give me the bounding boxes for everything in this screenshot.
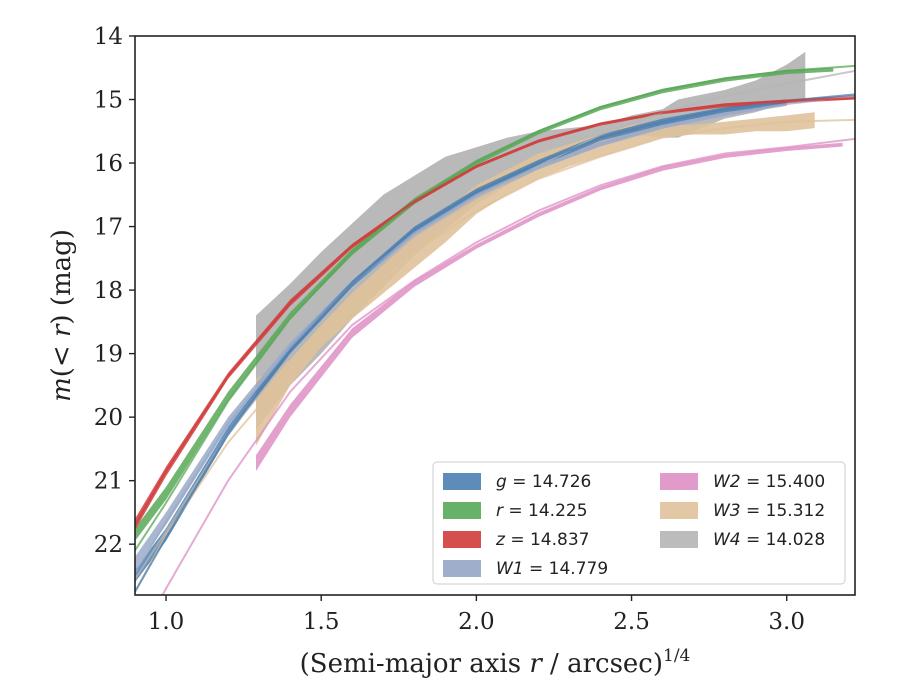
axis-ticks: 1.0 1.5 2.0 2.5 3.0 14 15 16 17 18 19 20 21 22 [94, 24, 805, 635]
y-tick-label: 18 [94, 278, 123, 304]
fit-lines [135, 64, 855, 595]
legend-swatch-w3 [660, 502, 698, 519]
legend-swatch-w2 [660, 473, 698, 490]
band-w3 [256, 112, 815, 446]
legend-swatch-w1 [443, 560, 481, 577]
x-axis-label-open: (Semi-major axis [300, 649, 530, 679]
legend-swatch-r [443, 502, 481, 519]
x-axis-label-exponent: 1/4 [663, 646, 690, 666]
y-tick-label: 15 [94, 88, 123, 114]
fit-line-w1 [135, 95, 855, 574]
y-axis-label-inner: (< [47, 337, 77, 377]
fit-line-w3 [135, 118, 855, 593]
x-axis-label-rest: / arcsec) [542, 649, 663, 679]
y-tick-label: 22 [94, 532, 123, 558]
y-tick-label: 19 [94, 342, 123, 368]
x-tick-label: 2.5 [613, 609, 650, 635]
legend-label-z: z = 14.837 [495, 530, 589, 550]
y-axis-label: m(< r) (mag) [47, 229, 77, 402]
fit-line-z [135, 97, 855, 526]
y-tick-label: 16 [94, 151, 123, 177]
legend-label-r: r = 14.225 [496, 501, 588, 521]
plot-frame [134, 35, 856, 596]
legend-label-w2: W2 = 15.400 [713, 472, 825, 492]
x-tick-label: 1.5 [303, 609, 340, 635]
legend-label-w3: W3 = 15.312 [713, 501, 825, 521]
legend-label-w1: W1 = 14.779 [496, 559, 608, 579]
legend-label-g: g = 14.726 [496, 472, 591, 492]
legend-box [432, 461, 846, 585]
y-tick-label: 17 [94, 215, 123, 241]
y-tick-label: 21 [94, 469, 123, 495]
y-axis-label-var2: r [47, 323, 77, 337]
band-w2 [256, 142, 843, 472]
legend-swatch-w4 [660, 531, 698, 548]
y-axis-label-rest: ) (mag) [47, 229, 77, 325]
y-tick-label: 20 [94, 405, 123, 431]
fit-line-r [135, 64, 855, 552]
x-axis-label: (Semi-major axis r / arcsec)1/4 [300, 646, 691, 679]
y-tick-label: 14 [94, 24, 123, 50]
x-tick-label: 1.0 [148, 609, 185, 635]
fit-line-g [135, 93, 855, 593]
legend-swatch-z [443, 531, 481, 548]
legend-label-w4: W4 = 14.028 [713, 530, 825, 550]
x-axis-label-var: r [529, 649, 543, 679]
fit-line-w2 [161, 137, 855, 595]
legend: g = 14.726 r = 14.225 z = 14.837 W1 = 14.77… [432, 461, 846, 585]
legend-swatch-g [443, 473, 481, 490]
x-tick-label: 3.0 [768, 609, 805, 635]
y-axis-label-var: m [47, 377, 77, 402]
x-tick-label: 2.0 [458, 609, 495, 635]
